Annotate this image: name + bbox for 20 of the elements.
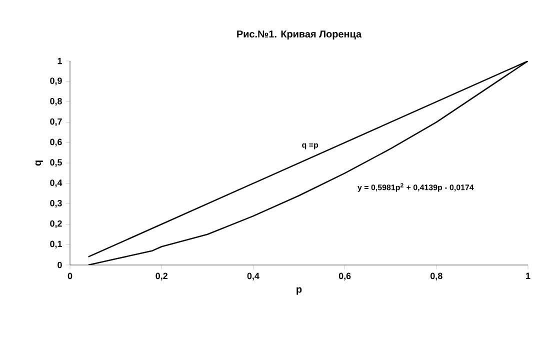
y-tick-label: 0 [58,262,62,268]
y-tick-label: 0,2 [50,220,62,228]
x-tick-label: 0,8 [430,272,442,280]
x-axis-title: p [296,287,302,295]
y-tick-label: 0,3 [50,200,62,208]
y-tick-label: 1 [58,58,62,64]
chart-title: Рис.№1. Кривая Лоренца [237,30,362,40]
x-tick-label: 0,6 [338,272,351,280]
x-tick-label: 0 [68,272,72,280]
y-tick-label: 0,1 [50,240,62,248]
y-tick-label: 0,9 [50,78,62,86]
y-tick-label: 0,4 [50,180,62,188]
y-tick-label: 0,6 [50,138,62,146]
y-tick-label: 0,5 [50,159,62,167]
x-tick-label: 0,2 [156,272,168,280]
x-tick-label: 0,4 [247,272,260,280]
y-tick-label: 0,8 [50,98,62,106]
y-axis-title: q [35,160,43,166]
x-tick-label: 1 [526,272,530,279]
y-tick-label: 0,7 [50,118,62,126]
